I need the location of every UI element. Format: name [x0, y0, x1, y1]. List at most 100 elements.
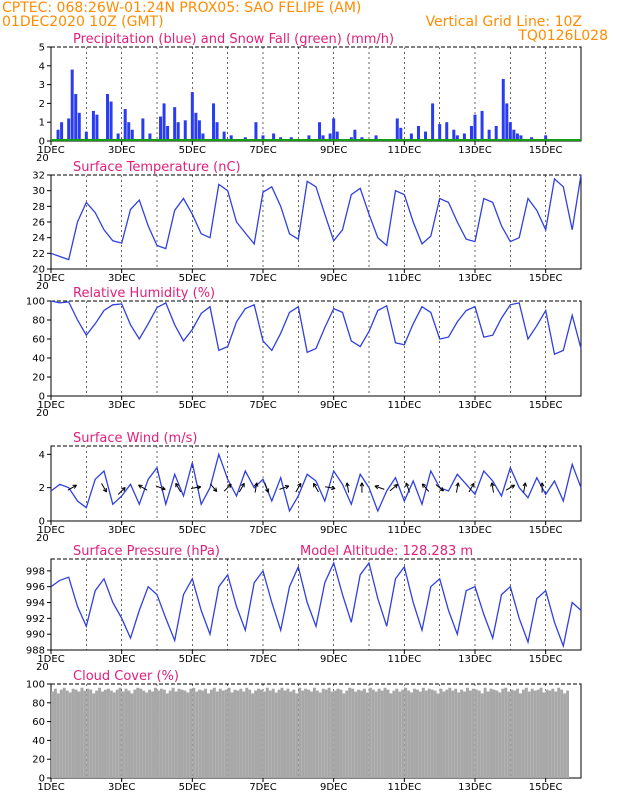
cloud-bar: [186, 692, 190, 778]
precip-bar: [229, 135, 233, 141]
cloud-bar: [136, 687, 140, 778]
y-tick-label: 100: [26, 680, 45, 691]
wind-vector: [295, 483, 302, 493]
cloud-bar: [307, 689, 311, 778]
cloud-bar: [209, 689, 213, 778]
wind-vector: [505, 484, 515, 491]
wind-vector: [279, 485, 290, 490]
precip-bar: [399, 127, 403, 141]
wind-arrowhead: [439, 487, 444, 492]
cloud-bar: [236, 690, 240, 778]
cloud-bar: [460, 689, 464, 778]
y-tick-label: 20: [32, 265, 45, 276]
cloud-bar: [542, 692, 546, 778]
cloud-bar: [180, 689, 184, 778]
cloud-bar: [171, 687, 175, 778]
x-tick-label: 9DEC: [320, 654, 347, 665]
cloud-bar: [65, 690, 69, 778]
wind-vector: [223, 483, 232, 492]
x-tick-label: 1DEC: [37, 525, 64, 536]
cloud-bar: [377, 688, 381, 778]
y-tick-label: 32: [32, 171, 45, 182]
precip-bar: [519, 135, 523, 141]
y-tick-label: 998: [26, 566, 45, 577]
panel-title: Surface Temperature (nC): [73, 160, 241, 175]
x-tick-label: 1DEC: [37, 145, 64, 156]
cloud-bar: [198, 689, 202, 778]
wind-arrowhead: [405, 482, 410, 487]
x-tick-label: 3DEC: [108, 400, 135, 411]
x-tick-label: 1DEC: [37, 782, 64, 793]
x-tick-label: 13DEC: [458, 145, 492, 156]
panel-frame: [50, 174, 582, 270]
cloud-bar: [418, 691, 422, 778]
cloud-bar: [156, 690, 160, 778]
wind-arrowhead: [196, 485, 202, 490]
cloud-bar: [121, 691, 125, 778]
x-tick-label: 1DEC: [37, 400, 64, 411]
precip-bar: [84, 131, 88, 141]
y-tick-label: 992: [26, 614, 45, 625]
header-line2-right: Vertical Grid Line: 10Z: [425, 14, 582, 30]
precip-bar: [374, 135, 378, 141]
precip-bar: [56, 129, 60, 141]
x-tick-label: 9DEC: [320, 525, 347, 536]
wind-vector: [155, 485, 166, 490]
cloud-bar: [304, 688, 308, 778]
cloud-bar: [395, 688, 399, 778]
y-tick-label: 80: [32, 316, 45, 327]
cloud-bar: [218, 688, 222, 778]
x-tick-label: 7DEC: [249, 782, 276, 793]
x-tick-label: 11DEC: [387, 782, 421, 793]
series-line: [50, 452, 582, 513]
x-tick-label: 7DEC: [249, 525, 276, 536]
wind-arrowhead: [297, 482, 302, 488]
x-year-stub: 20: [36, 533, 49, 544]
cloud-bar: [457, 692, 461, 778]
wind-vector: [175, 483, 182, 493]
cloud-bar: [271, 688, 275, 778]
precip-bar: [109, 101, 113, 141]
x-tick-label: 9DEC: [320, 782, 347, 793]
wind-vector: [138, 484, 148, 491]
cloud-bar: [154, 687, 157, 778]
precip-bar: [212, 103, 216, 141]
cloud-bar: [189, 688, 193, 778]
cloud-bar: [324, 689, 328, 778]
cloud-bar: [118, 687, 122, 778]
y-tick-label: 80: [32, 698, 45, 709]
series-line: [50, 561, 582, 649]
cloud-bar: [312, 687, 316, 778]
cloud-bar: [259, 689, 263, 778]
x-tick-label: 9DEC: [320, 145, 347, 156]
x-tick-label: 5DEC: [179, 654, 206, 665]
precip-bar: [183, 120, 187, 141]
cloud-bar: [533, 690, 537, 778]
x-year-stub: 20: [36, 408, 49, 419]
precip-bar: [222, 131, 226, 141]
wind-vector: [435, 484, 444, 492]
cloud-bar: [407, 690, 411, 778]
cloud-bar: [101, 691, 104, 778]
wind-arrowhead: [227, 483, 232, 489]
cloud-bar: [139, 688, 143, 778]
header-line2-left: 01DEC2020 10Z (GMT): [2, 14, 164, 30]
cloud-bar: [483, 687, 487, 778]
precip-bar: [173, 107, 177, 141]
cloud-bar: [310, 691, 313, 778]
y-tick-label: 2: [39, 99, 45, 110]
precip-bar: [332, 118, 336, 141]
x-tick-label: 15DEC: [529, 145, 563, 156]
cloud-bar: [62, 687, 66, 778]
cloud-bar: [53, 688, 57, 778]
cloud-bar: [415, 689, 419, 778]
x-tick-label: 13DEC: [458, 782, 492, 793]
cloud-bar: [221, 690, 225, 778]
cloud-bar: [204, 688, 207, 778]
precip-bar: [353, 129, 357, 141]
cloud-bar: [551, 688, 555, 778]
wind-arrowhead: [121, 486, 126, 492]
y-tick-label: 0: [39, 392, 45, 403]
precip-bar: [321, 135, 325, 141]
x-tick-label: 5DEC: [179, 525, 206, 536]
